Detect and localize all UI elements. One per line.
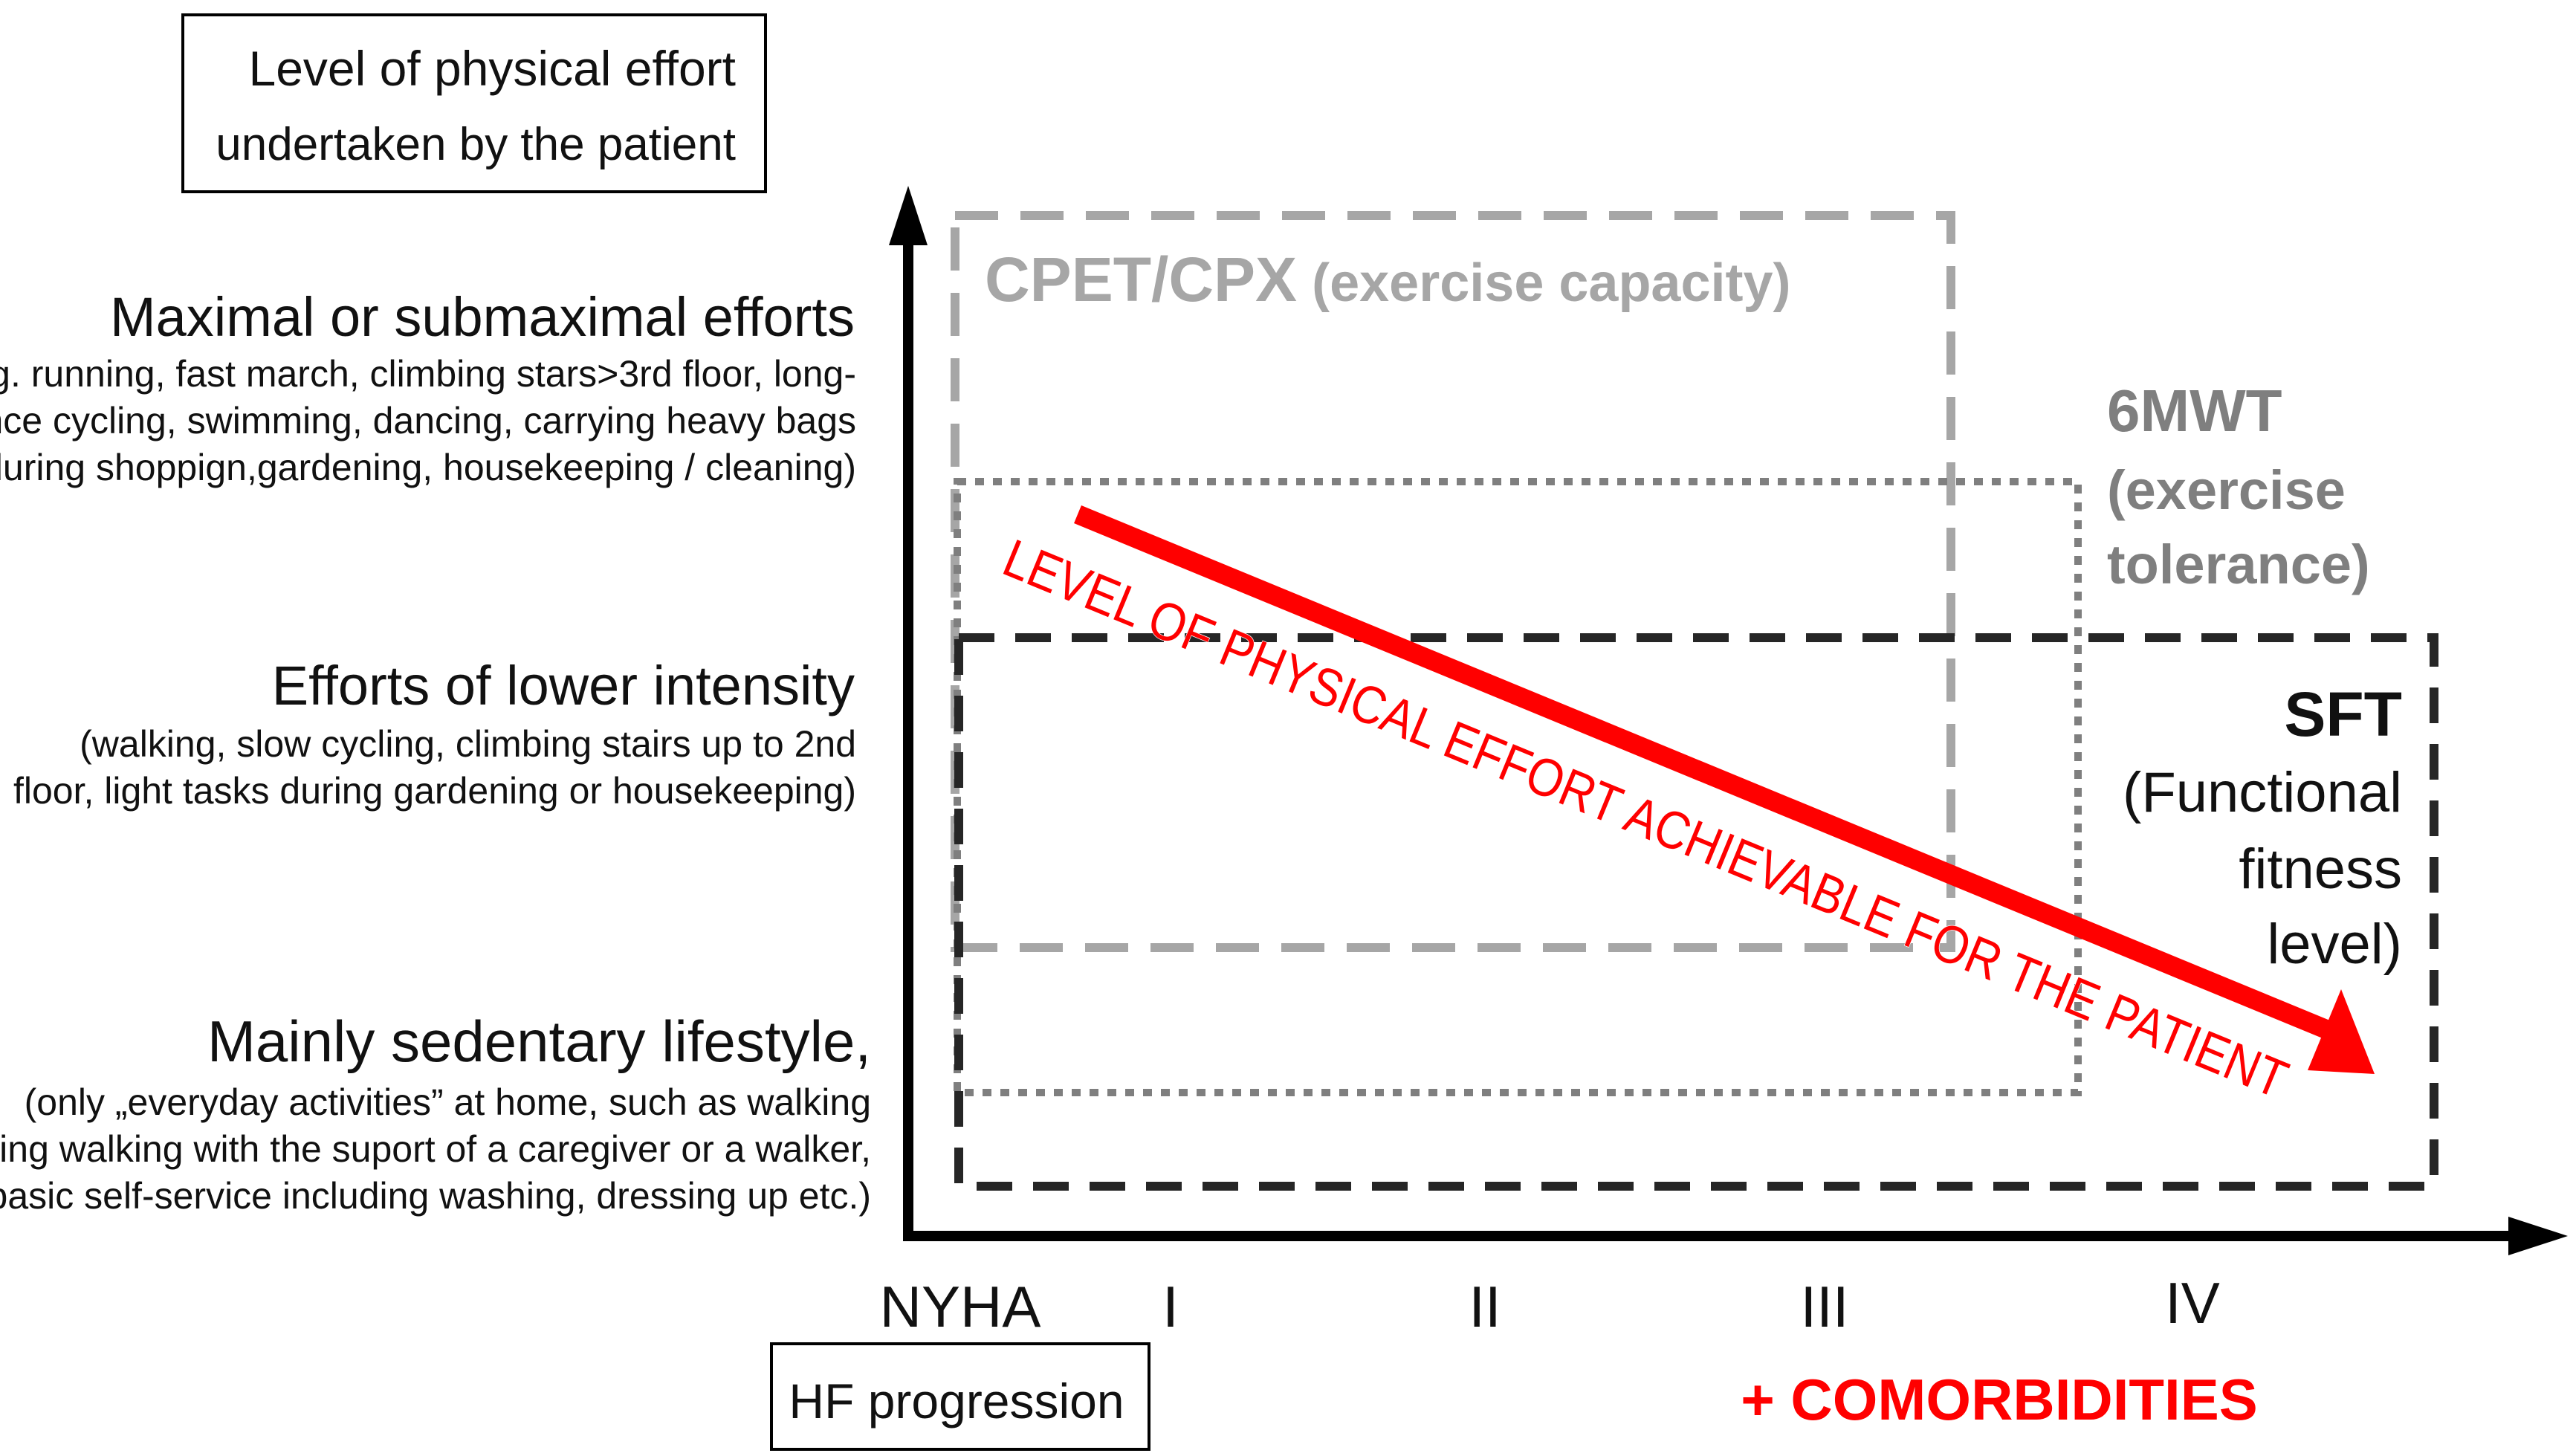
axes [889,186,2568,1255]
y-level-maximal: Maximal or submaximal efforts (eg. runni… [0,286,856,488]
cpet-label-rest: (exercise capacity) [1297,253,1790,313]
trend-arrow-line [1074,505,2330,1039]
y-level-detail: floor, light tasks during gardening or h… [13,770,856,812]
x-axis-arrowhead [2508,1217,2568,1255]
y-level-detail: during shoppign,gardening, housekeeping … [0,447,856,488]
sixmwt-label: 6MWT (exercise tolerance) [2107,378,2370,595]
y-axis-title-line1: Level of physical effort [249,41,737,96]
sixmwt-label-line2: (exercise [2107,459,2346,521]
y-axis-title-line2: undertaken by the patient [216,119,736,170]
y-level-heading: Mainly sedentary lifestyle, [207,1009,871,1074]
trend-arrow-head [2308,989,2375,1074]
hf-progression-label: HF progression [789,1374,1124,1429]
y-level-detail: (eg. running, fast march, climbing stars… [0,353,856,395]
nyha-class-label: IV [2165,1270,2220,1336]
cpet-label: CPET/CPX (exercise capacity) [985,245,1791,314]
y-axis-title-box: Level of physical effort undertaken by t… [181,13,767,193]
comorbidities-label: + COMORBIDITIES [1741,1367,2258,1432]
sft-label-line2: (Functional [2123,761,2402,824]
y-level-sedentary: Mainly sedentary lifestyle, (only „every… [0,1009,871,1217]
x-axis-prefix: NYHA [880,1274,1041,1339]
trend-arrow [1074,505,2375,1074]
y-level-detail: including walking with the suport of a c… [0,1128,871,1170]
hf-progression-box: HF progression [770,1342,1150,1451]
sft-label-line1: SFT [2284,679,2402,749]
y-level-detail: (walking, slow cycling, climbing stairs … [80,723,856,765]
sft-label-line3: fitness [2239,838,2402,901]
y-level-heading: Maximal or submaximal efforts [110,286,855,348]
sft-region [954,633,2438,1191]
sixmwt-label-line3: tolerance) [2107,534,2370,595]
y-level-heading: Efforts of lower intensity [272,655,855,716]
y-level-detail: (only „everyday activities” at home, suc… [25,1081,871,1123]
nyha-class-label: I [1162,1274,1179,1339]
trend-label: Level of physical effort achievable for … [995,528,2296,1110]
nyha-class-label: II [1469,1274,1501,1339]
cpet-label-bold: CPET/CPX [985,245,1297,314]
sft-label-line4: level) [2267,913,2402,976]
y-level-lower-intensity: Efforts of lower intensity (walking, slo… [13,655,856,812]
x-axis-labels: NYHA I II III IV [880,1270,2220,1339]
cpet-region [951,211,1955,952]
sft-label: SFT (Functional fitness level) [2123,679,2402,976]
y-axis-arrowhead [889,186,928,245]
nyha-class-label: III [1800,1274,1848,1339]
y-level-detail: basic self-service including washing, dr… [0,1175,871,1217]
sixmwt-label-line1: 6MWT [2107,378,2282,444]
y-level-detail: distance cycling, swimming, dancing, car… [0,400,856,441]
